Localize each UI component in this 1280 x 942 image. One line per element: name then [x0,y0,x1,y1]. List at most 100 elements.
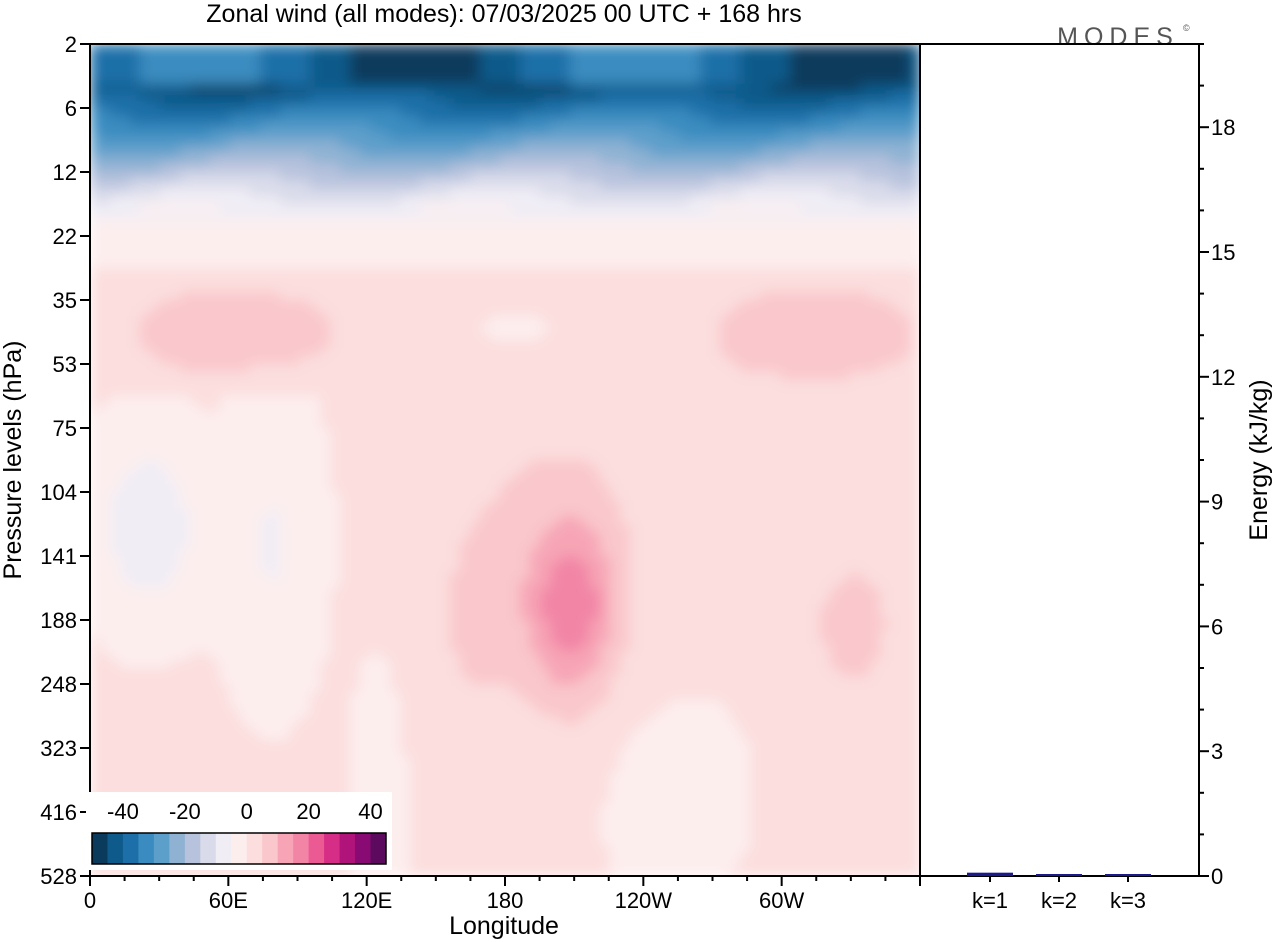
field-cell [380,196,391,205]
field-cell [400,148,411,157]
field-cell [590,52,601,61]
field-cell [900,44,911,53]
field-cell [290,244,301,253]
field-cell [790,268,801,277]
field-cell [570,364,581,373]
field-cell [150,84,161,93]
field-cell [820,68,831,77]
field-cell [820,484,831,493]
field-cell [570,412,581,421]
field-cell [140,132,151,141]
field-cell [770,260,781,269]
field-cell [850,188,861,197]
field-cell [540,492,551,501]
field-cell [550,212,561,221]
field-cell [190,268,201,277]
field-cell [370,340,381,349]
field-cell [770,404,781,413]
field-cell [430,404,441,413]
field-cell [340,492,351,501]
field-cell [850,484,861,493]
field-cell [670,180,681,189]
field-cell [680,132,691,141]
field-cell [580,236,591,245]
field-cell [750,156,761,165]
field-cell [370,220,381,229]
field-cell [810,124,821,133]
field-cell [750,260,761,269]
field-cell [870,356,881,365]
field-cell [680,340,691,349]
field-cell [270,116,281,125]
field-cell [760,252,771,261]
field-cell [90,524,101,533]
field-cell [760,308,771,317]
field-cell [760,428,771,437]
field-cell [540,300,551,309]
field-cell [810,132,821,141]
field-cell [440,500,451,509]
field-cell [300,436,311,445]
field-cell [610,204,621,213]
field-cell [220,292,231,301]
field-cell [190,172,201,181]
field-cell [210,420,221,429]
field-cell [170,204,181,213]
field-cell [130,340,141,349]
field-cell [670,444,681,453]
field-cell [730,364,741,373]
field-cell [810,300,821,309]
field-cell [340,476,351,485]
field-cell [540,60,551,69]
field-cell [680,156,691,165]
field-cell [530,140,541,149]
field-cell [410,284,421,293]
field-cell [730,156,741,165]
field-cell [820,516,831,525]
field-cell [870,372,881,381]
field-cell [560,340,571,349]
field-cell [400,436,411,445]
field-cell [490,460,501,469]
field-cell [420,148,431,157]
field-cell [670,412,681,421]
field-cell [190,276,201,285]
field-cell [530,116,541,125]
field-cell [190,148,201,157]
field-cell [820,388,831,397]
field-cell [340,108,351,117]
field-cell [430,180,441,189]
field-cell [900,436,911,445]
field-cell [600,468,611,477]
field-cell [340,388,351,397]
field-cell [480,500,491,509]
field-cell [630,220,641,229]
field-cell [310,460,321,469]
field-cell [860,212,871,221]
field-cell [370,436,381,445]
field-cell [750,252,761,261]
field-cell [860,60,871,69]
field-cell [290,508,301,517]
field-cell [190,372,201,381]
field-cell [710,308,721,317]
field-cell [540,500,551,509]
field-cell [190,476,201,485]
field-cell [170,380,181,389]
field-cell [560,452,571,461]
field-cell [560,68,571,77]
field-cell [600,372,611,381]
field-cell [640,108,651,117]
field-cell [850,204,861,213]
field-cell [500,68,511,77]
field-cell [590,452,601,461]
field-cell [330,84,341,93]
field-cell [240,292,251,301]
field-cell [690,164,701,173]
field-cell [210,508,221,517]
field-cell [560,508,571,517]
field-cell [320,180,331,189]
field-cell [580,396,591,405]
field-cell [150,428,161,437]
field-cell [750,68,761,77]
